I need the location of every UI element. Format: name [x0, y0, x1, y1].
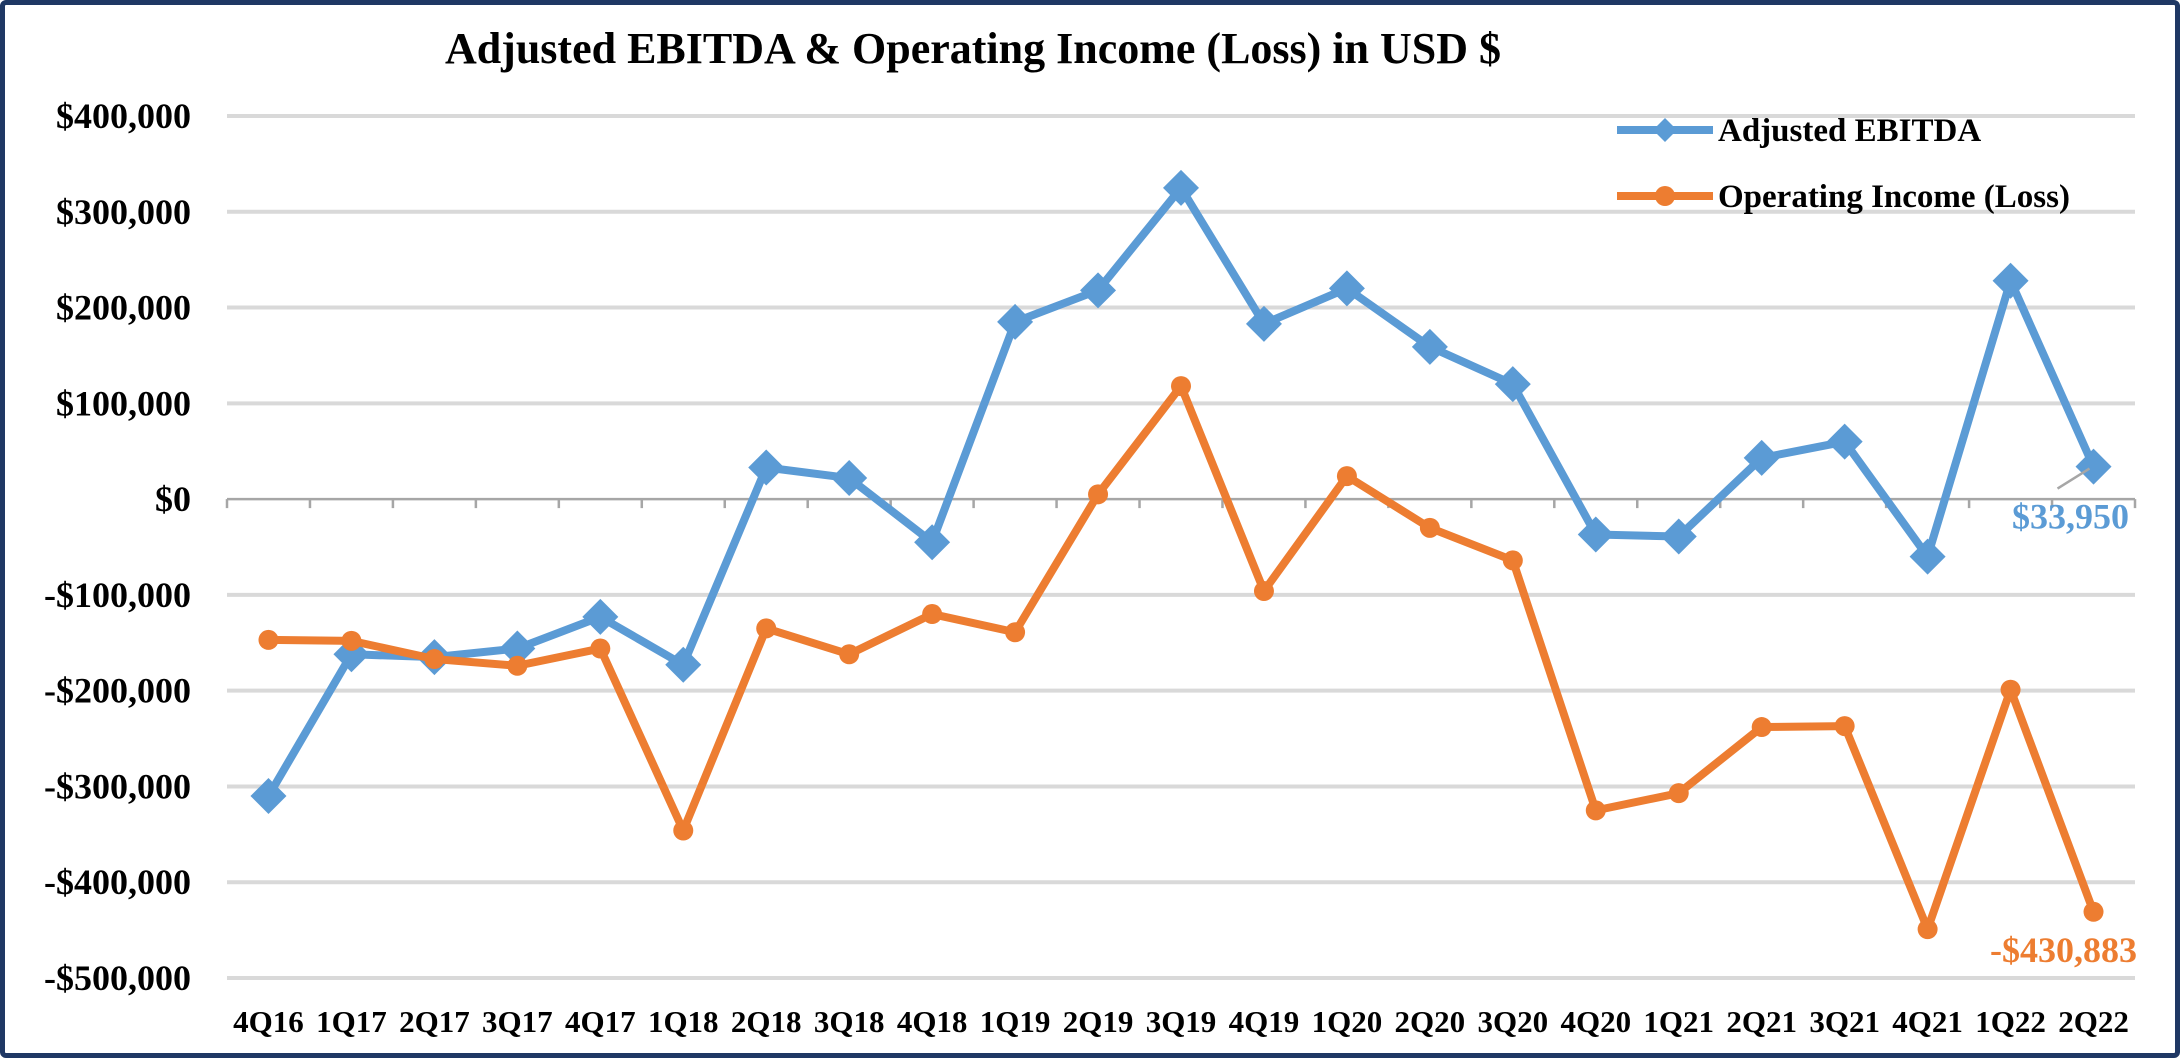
x-tick-label: 1Q18: [648, 1004, 719, 1039]
data-point: [1577, 516, 1614, 553]
x-tick-label: 4Q20: [1560, 1004, 1631, 1039]
data-point: [922, 604, 943, 625]
y-tick-label: -$200,000: [44, 671, 191, 711]
callouts: $33,950 -$430,883: [1990, 467, 2137, 970]
y-tick-label: $100,000: [56, 383, 191, 423]
x-tick-label: 2Q21: [1726, 1004, 1797, 1039]
legend: Adjusted EBITDA Operating Income (Loss): [1617, 113, 2070, 215]
y-tick-label: -$100,000: [44, 575, 191, 615]
callout-leader-line: [2056, 467, 2091, 490]
x-axis: [225, 497, 2137, 509]
data-point: [1826, 423, 1863, 460]
x-tick-label: 3Q17: [482, 1004, 553, 1039]
x-tick-label: 2Q22: [2058, 1004, 2129, 1039]
data-point: [1088, 484, 1109, 505]
x-tick-label: 2Q20: [1395, 1004, 1466, 1039]
data-point: [2083, 901, 2104, 922]
data-point: [748, 449, 785, 486]
data-point: [1743, 439, 1780, 476]
x-tick-label: 4Q18: [897, 1004, 968, 1039]
data-point: [590, 638, 611, 659]
data-point: [250, 778, 287, 815]
series-line: [268, 382, 2098, 934]
data-point: [499, 630, 536, 667]
data-point: [1245, 305, 1282, 342]
series-1: [258, 376, 2104, 940]
callout-label: -$430,883: [1990, 930, 2137, 970]
data-point: [1253, 581, 1274, 602]
data-point: [1502, 550, 1523, 571]
data-point: [756, 618, 777, 639]
data-point: [1494, 366, 1531, 403]
data-point: [1668, 783, 1689, 804]
data-point: [258, 629, 279, 650]
data-point: [1005, 622, 1026, 643]
data-point: [1080, 272, 1117, 309]
legend-label: Adjusted EBITDA: [1718, 113, 1981, 149]
x-tick-label: 4Q16: [233, 1004, 304, 1039]
data-point: [997, 303, 1034, 340]
data-point: [507, 655, 528, 676]
y-tick-label: $400,000: [56, 96, 191, 136]
y-tick-label: $300,000: [56, 192, 191, 232]
data-point: [1917, 919, 1938, 940]
x-tick-label: 2Q17: [399, 1004, 470, 1039]
callout-label: $33,950: [2012, 497, 2129, 537]
y-tick-labels: $400,000 $300,000 $200,000 $100,000 $0 -$100,…: [44, 96, 191, 998]
chart-title: Adjusted EBITDA & Operating Income (Loss…: [445, 24, 1501, 73]
data-point: [1328, 270, 1365, 307]
x-tick-label: 3Q19: [1146, 1004, 1217, 1039]
data-point: [1163, 169, 1199, 206]
series-0: [250, 169, 2112, 815]
data-point: [1419, 517, 1440, 538]
data-point: [673, 820, 694, 841]
data-point: [1834, 716, 1855, 737]
y-tick-label: $0: [155, 479, 191, 519]
data-point: [1171, 376, 1191, 397]
data-point: [1909, 538, 1946, 575]
legend-marker: [1655, 186, 1675, 206]
y-tick-label: -$400,000: [44, 862, 191, 902]
x-tick-label: 4Q19: [1229, 1004, 1300, 1039]
data-point: [914, 524, 951, 561]
x-tick-label: 4Q17: [565, 1004, 636, 1039]
gridlines: [227, 114, 2135, 980]
x-tick-label: 3Q18: [814, 1004, 885, 1039]
y-tick-label: -$500,000: [44, 958, 191, 998]
data-point: [831, 460, 868, 497]
data-point: [341, 630, 362, 651]
data-point: [582, 598, 619, 635]
data-point: [2000, 679, 2021, 700]
data-point: [424, 649, 445, 670]
legend-marker: [1653, 118, 1677, 142]
y-tick-label: -$300,000: [44, 766, 191, 806]
data-point: [2075, 448, 2112, 485]
x-tick-label: 1Q21: [1643, 1004, 1714, 1039]
data-point: [1336, 466, 1357, 487]
series-line: [265, 183, 2098, 799]
x-tick-label: 1Q22: [1975, 1004, 2046, 1039]
data-point: [665, 646, 702, 683]
series-layer: [250, 169, 2112, 940]
x-tick-label: 1Q17: [316, 1004, 387, 1039]
x-tick-label: 2Q18: [731, 1004, 802, 1039]
data-point: [839, 644, 860, 665]
x-tick-label: 1Q20: [1312, 1004, 1383, 1039]
x-tick-label: 3Q21: [1809, 1004, 1880, 1039]
data-point: [1751, 717, 1772, 738]
data-point: [1992, 262, 2029, 299]
data-point: [1585, 800, 1606, 821]
y-tick-label: $200,000: [56, 288, 191, 328]
line-chart: Adjusted EBITDA & Operating Income (Loss…: [44, 24, 2137, 1039]
x-tick-label: 1Q19: [980, 1004, 1051, 1039]
data-point: [1660, 518, 1697, 555]
data-point: [1411, 328, 1448, 365]
x-tick-labels: 4Q16 1Q17 2Q17 3Q17 4Q17 1Q18 2Q18 3Q18 4Q18 1Q19…: [233, 1004, 2129, 1039]
x-tick-label: 4Q21: [1892, 1004, 1963, 1039]
x-tick-label: 2Q19: [1063, 1004, 1134, 1039]
x-tick-label: 3Q20: [1478, 1004, 1549, 1039]
legend-label: Operating Income (Loss): [1718, 179, 2070, 215]
